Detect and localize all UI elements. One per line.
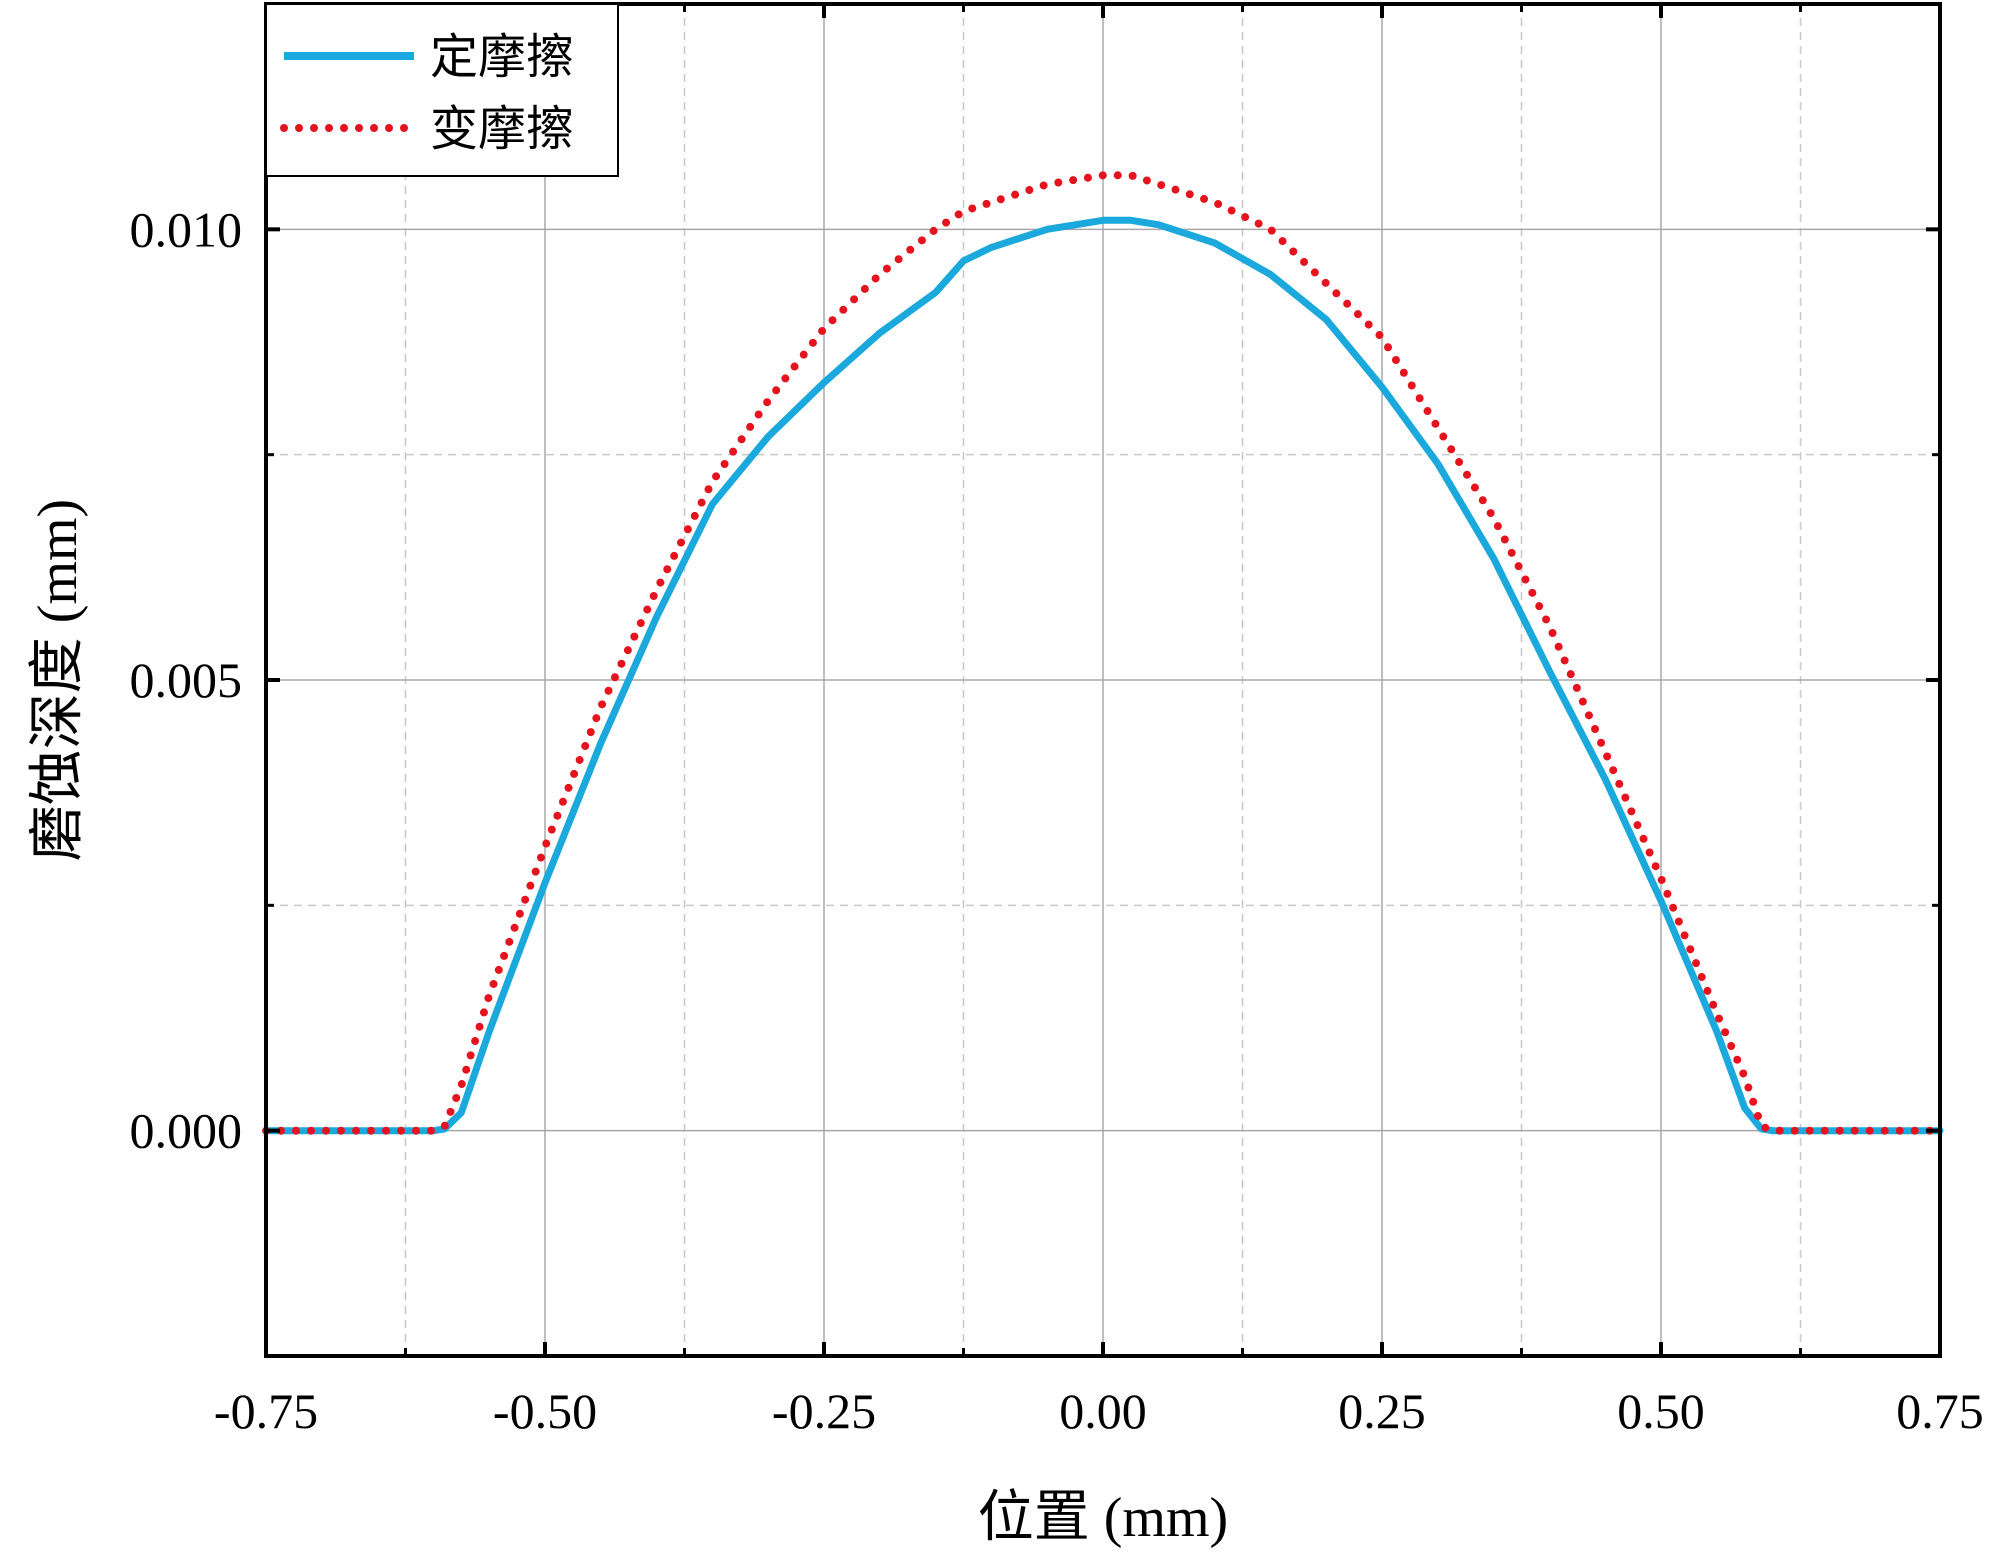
series-layer [262, 171, 1944, 1135]
x-axis-title: 位置 (mm) [978, 1487, 1228, 1549]
x-tick-label: -0.75 [214, 1383, 318, 1439]
x-tick-label: 0.75 [1896, 1383, 1984, 1439]
series-line-1 [262, 216, 1944, 1135]
legend-label-1: 定摩擦 [430, 31, 574, 84]
legend-box [265, 3, 619, 177]
y-axis-title: 磨蚀深度 (mm) [27, 499, 89, 861]
x-tick-label: -0.25 [772, 1383, 876, 1439]
y-tick-label: 0.005 [130, 652, 243, 708]
legend-label-2: 变摩擦 [430, 103, 574, 156]
x-tick-label: 0.25 [1338, 1383, 1426, 1439]
x-tick-label: 0.50 [1617, 1383, 1705, 1439]
grid [266, 4, 1940, 1356]
x-tick-label: -0.50 [493, 1383, 597, 1439]
series-line-2 [262, 171, 1944, 1135]
ticks: -0.75 -0.50 -0.25 0.00 0.25 0.50 0.75 0.000 0.00… [130, 4, 1984, 1439]
y-tick-label: 0.000 [130, 1103, 243, 1159]
y-tick-label: 0.010 [130, 201, 243, 257]
x-tick-label: 0.00 [1059, 1383, 1147, 1439]
